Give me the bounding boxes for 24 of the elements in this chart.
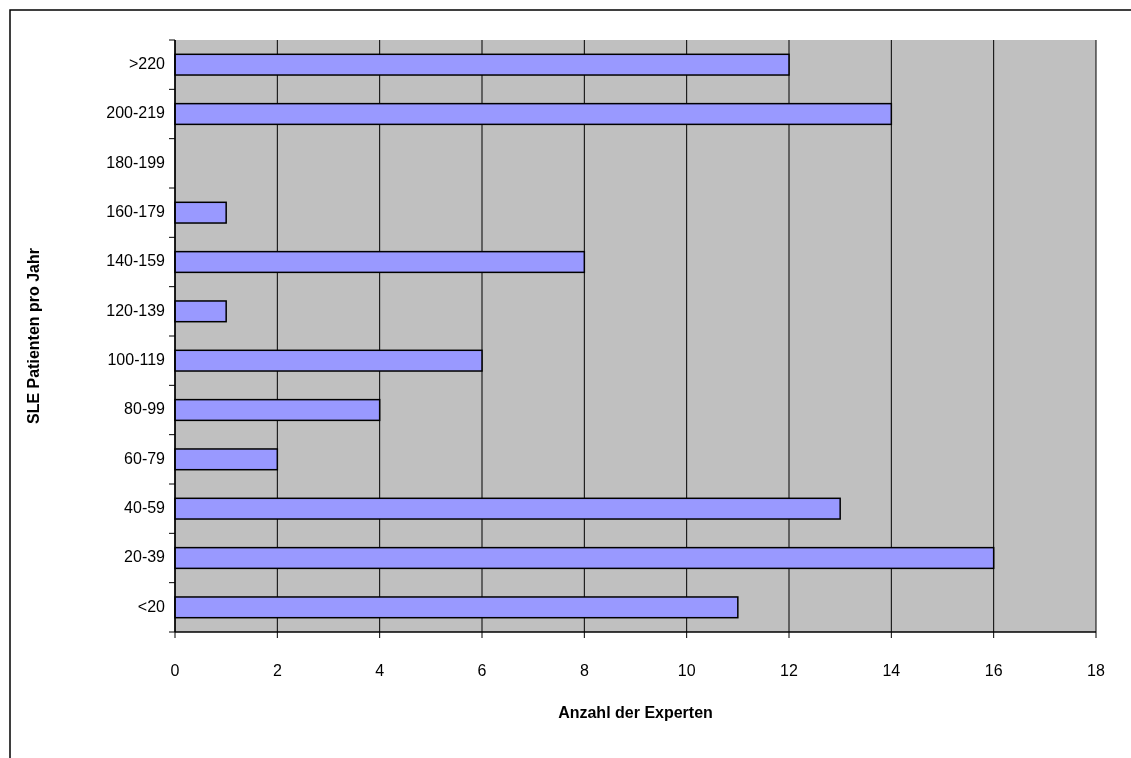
y-tick-label: 200-219: [106, 104, 166, 122]
x-tick-label: 2: [272, 662, 282, 679]
x-tick-label: 8: [579, 662, 589, 679]
x-tick-label: 16: [984, 662, 1003, 679]
y-tick-label: 100-119: [107, 350, 166, 368]
y-tick-label: 140-159: [106, 252, 166, 270]
x-tick-label: 10: [677, 662, 696, 679]
x-tick-label: 18: [1087, 662, 1105, 679]
x-tick-label: 14: [882, 662, 901, 679]
y-tick-label: <20: [137, 597, 166, 615]
y-axis-title: SLE Patienten pro Jahr: [25, 247, 42, 425]
x-tick-label: 4: [375, 662, 385, 679]
y-tick-label: 20-39: [124, 548, 166, 566]
x-tick-label: 12: [780, 662, 798, 679]
y-tick-label: 40-59: [124, 498, 166, 516]
y-tick-label: 180-199: [106, 153, 166, 171]
x-tick-label: 0: [170, 662, 180, 679]
x-axis-title: Anzahl der Experten: [558, 704, 713, 721]
y-tick-label: 60-79: [124, 449, 166, 467]
y-tick-label: 160-179: [106, 202, 166, 220]
y-tick-label: 80-99: [124, 400, 166, 418]
x-tick-label: 6: [477, 662, 487, 679]
y-tick-label: 120-139: [106, 301, 166, 319]
y-tick-label: >220: [128, 54, 166, 72]
